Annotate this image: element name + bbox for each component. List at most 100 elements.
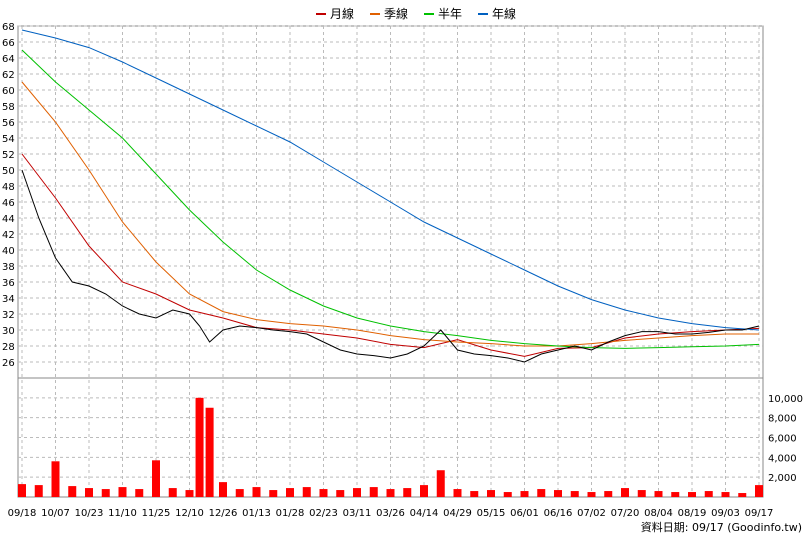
volume-bar [487, 490, 495, 497]
volume-bar [369, 487, 378, 497]
date-tick-label: 07/02 [577, 508, 606, 519]
series-line-price [21, 169, 760, 363]
volume-tick-label: 2,000 [768, 473, 797, 484]
price-tick-label: 26 [2, 358, 15, 369]
price-tick-label: 48 [2, 182, 15, 193]
volume-bar [721, 492, 730, 497]
data-source-note: 資料日期: 09/17 (Goodinfo.tw) [641, 520, 802, 534]
price-tick-label: 64 [2, 54, 15, 65]
date-tick-label: 01/13 [242, 508, 271, 519]
price-tick-label: 38 [2, 262, 15, 273]
date-tick-label: 12/26 [209, 508, 238, 519]
date-tick-label: 11/10 [108, 508, 137, 519]
date-tick-label: 09/03 [711, 508, 740, 519]
volume-bar [18, 484, 26, 497]
volume-bar [34, 485, 43, 497]
price-tick-label: 28 [2, 342, 15, 353]
series-lines [21, 29, 760, 363]
volume-bar [554, 490, 562, 497]
chart-axes: 26 28 30 32 34 36 38 40 42 44 46 48 50 52 54 56 58 60 62 64… [2, 22, 803, 519]
volume-bar [118, 487, 127, 497]
volume-bar [101, 489, 110, 497]
volume-bar [135, 489, 144, 497]
date-tick-label: 09/18 [8, 508, 37, 519]
volume-tick-label: 4,000 [768, 453, 797, 464]
price-tick-label: 32 [2, 310, 15, 321]
date-tick-label: 06/01 [510, 508, 539, 519]
volume-bar [68, 486, 77, 497]
volume-bar [269, 490, 278, 497]
volume-bar [503, 492, 512, 497]
volume-bar [403, 488, 412, 497]
price-tick-label: 52 [2, 150, 15, 161]
series-line-月線 [21, 153, 760, 357]
volume-bar [453, 489, 462, 497]
volume-bar [152, 460, 160, 497]
series-line-年線 [21, 29, 760, 331]
legend-label: 季線 [384, 6, 408, 21]
price-tick-label: 56 [2, 118, 15, 129]
price-tick-label: 54 [2, 134, 15, 145]
volume-bar [302, 487, 311, 497]
volume-bar [671, 492, 680, 497]
date-tick-label: 06/16 [544, 508, 573, 519]
price-tick-label: 68 [2, 22, 15, 33]
volume-bar [621, 488, 629, 497]
date-tick-label: 01/28 [276, 508, 305, 519]
price-tick-label: 34 [2, 294, 15, 305]
price-tick-label: 66 [2, 38, 15, 49]
date-tick-label: 08/04 [644, 508, 673, 519]
date-tick-label: 10/23 [75, 508, 104, 519]
volume-bar [688, 492, 696, 497]
date-tick-label: 12/10 [175, 508, 204, 519]
volume-tick-label: 8,000 [768, 414, 797, 425]
volume-bar [286, 488, 294, 497]
volume-tick-label: 6,000 [768, 434, 797, 445]
series-line-季線 [21, 81, 759, 347]
date-tick-label: 10/07 [41, 508, 70, 519]
volume-bar [168, 488, 177, 497]
volume-bar [570, 491, 579, 497]
volume-bar [654, 491, 663, 497]
price-tick-label: 62 [2, 70, 15, 81]
volume-bar [51, 461, 60, 497]
price-tick-label: 40 [2, 246, 15, 257]
volume-bar [185, 490, 194, 497]
volume-bar [520, 491, 529, 497]
price-tick-label: 50 [2, 166, 15, 177]
volume-bar [637, 490, 646, 497]
date-tick-label: 07/20 [611, 508, 640, 519]
volume-bar [604, 491, 613, 497]
date-tick-label: 03/11 [343, 508, 372, 519]
price-tick-label: 36 [2, 278, 15, 289]
date-tick-label: 08/19 [678, 508, 707, 519]
price-tick-label: 44 [2, 214, 15, 225]
series-line-半年 [21, 49, 760, 349]
volume-bars [18, 397, 763, 497]
volume-bar [470, 491, 479, 497]
price-tick-label: 30 [2, 326, 15, 337]
date-tick-label: 04/14 [410, 508, 439, 519]
price-tick-label: 42 [2, 230, 15, 241]
volume-bar [319, 489, 328, 497]
volume-bar [336, 490, 345, 497]
volume-tick-label: 10,000 [768, 394, 803, 405]
legend-label: 年線 [492, 6, 516, 21]
legend-label: 半年 [438, 7, 462, 21]
price-tick-label: 60 [2, 86, 15, 97]
volume-bar [386, 489, 395, 497]
volume-bar [235, 489, 244, 497]
price-tick-label: 58 [2, 102, 15, 113]
price-tick-label: 46 [2, 198, 15, 209]
date-tick-label: 04/29 [443, 508, 472, 519]
volume-bar [252, 487, 261, 497]
date-tick-label: 03/26 [376, 508, 405, 519]
volume-bar [219, 482, 227, 497]
volume-bar [353, 488, 361, 497]
volume-bar [420, 485, 428, 497]
legend-label: 月線 [330, 6, 354, 21]
chart-grid [17, 25, 764, 498]
volume-bar [587, 492, 596, 497]
volume-bar [436, 470, 445, 497]
